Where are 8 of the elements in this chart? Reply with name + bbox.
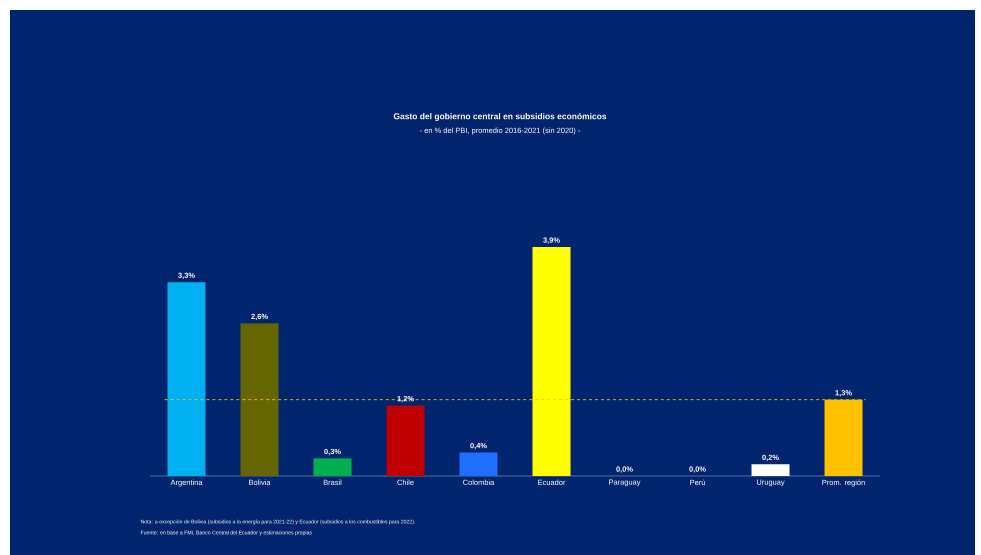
bar xyxy=(240,323,279,476)
bar xyxy=(532,247,571,476)
bar xyxy=(460,452,498,476)
bar xyxy=(314,458,352,476)
chart-title: Gasto del gobierno central en subsidios económicos xyxy=(394,112,606,121)
bar xyxy=(386,406,425,476)
bar xyxy=(168,282,206,476)
bar xyxy=(752,464,790,476)
